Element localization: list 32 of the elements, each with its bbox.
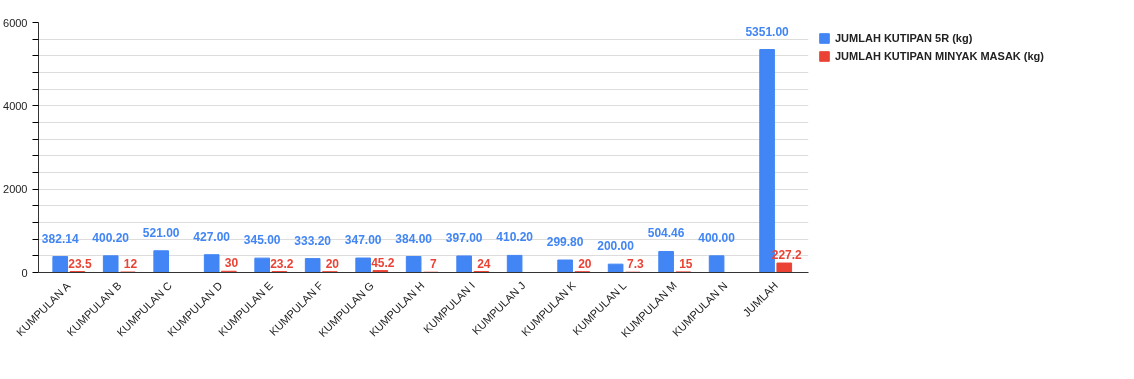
data-label: 7 xyxy=(430,257,438,272)
y-tick-label: 6000 xyxy=(3,16,28,29)
legend-label: JUMLAH KUTIPAN 5R (kg) xyxy=(835,32,973,44)
data-label: 23.5 xyxy=(68,256,92,271)
data-label: 400.00 xyxy=(698,230,736,245)
data-label: 382.14 xyxy=(41,231,79,246)
data-label: 333.20 xyxy=(294,233,332,248)
data-label: 347.00 xyxy=(344,233,382,248)
y-tick-label: 0 xyxy=(21,266,28,279)
data-label: 427.00 xyxy=(193,229,231,244)
data-label: 504.46 xyxy=(647,226,685,241)
data-label: 5351.00 xyxy=(745,24,790,39)
data-label: 20 xyxy=(578,256,592,271)
data-label: 410.20 xyxy=(496,230,534,245)
data-label: 200.00 xyxy=(597,239,635,254)
data-label: 345.00 xyxy=(243,233,281,248)
data-label: 521.00 xyxy=(142,225,180,240)
data-label: 20 xyxy=(325,256,340,271)
data-label: 397.00 xyxy=(445,230,483,245)
y-tick-label: 4000 xyxy=(3,99,28,112)
data-label: 45.2 xyxy=(371,255,395,270)
data-label: 12 xyxy=(123,257,138,271)
data-label: 30 xyxy=(224,256,239,271)
data-label: 15 xyxy=(679,256,693,271)
y-tick-label: 2000 xyxy=(3,183,28,196)
data-label: 384.00 xyxy=(395,231,433,246)
data-label: 24 xyxy=(477,256,491,271)
legend-label: JUMLAH KUTIPAN MINYAK MASAK (kg) xyxy=(835,50,1044,62)
data-label: 23.2 xyxy=(270,256,294,271)
data-label: 7.3 xyxy=(626,257,644,272)
data-label: 299.80 xyxy=(546,235,584,250)
data-label: 400.20 xyxy=(92,230,130,245)
